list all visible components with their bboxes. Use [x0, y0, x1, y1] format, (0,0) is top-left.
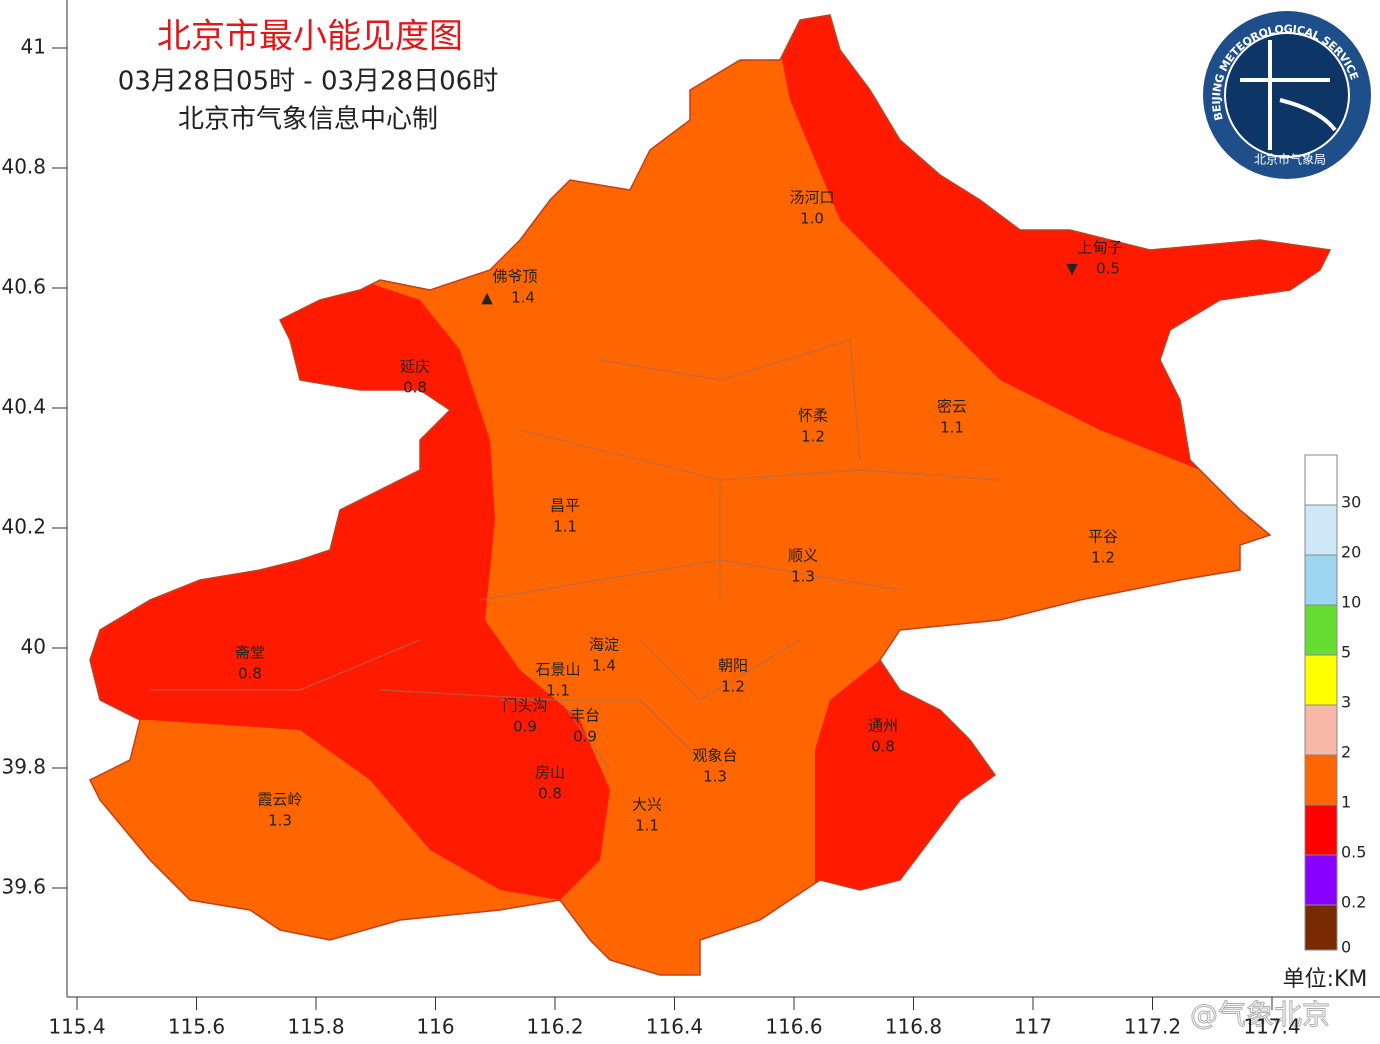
lat-tick-label: 40.8	[1, 155, 46, 179]
legend-label: 3	[1341, 693, 1351, 712]
region-orange	[90, 15, 1330, 975]
time-range: 03月28日05时 - 03月28日06时	[118, 67, 498, 97]
station-name: 丰台	[570, 707, 600, 725]
lon-tick-label: 116.4	[646, 1015, 703, 1039]
legend-label: 10	[1341, 593, 1361, 612]
legend-label: 0	[1341, 938, 1351, 957]
station-name: 顺义	[788, 547, 818, 565]
station-name: 朝阳	[718, 657, 748, 675]
station-value: 1.1	[635, 817, 659, 835]
station-name: 霞云岭	[257, 791, 302, 809]
lon-tick-label: 115.4	[48, 1015, 105, 1039]
station-name: 海淀	[589, 636, 619, 654]
watermark: @气象北京	[1190, 998, 1330, 1031]
station-value: 1.4	[592, 657, 616, 675]
lon-tick-label: 116.8	[885, 1015, 942, 1039]
legend-label: 0.5	[1341, 843, 1366, 862]
legend-swatch	[1304, 754, 1338, 806]
legend-label: 0.2	[1341, 893, 1366, 912]
station-name: 怀柔	[798, 407, 828, 425]
legend-swatch	[1304, 504, 1338, 556]
station-value: 1.1	[940, 419, 964, 437]
station-value: 1.3	[703, 768, 727, 786]
station-value: 0.9	[573, 728, 597, 746]
station-value: 1.3	[791, 568, 815, 586]
legend-label: 20	[1341, 543, 1361, 562]
legend-swatch	[1304, 904, 1338, 951]
station-name: 昌平	[550, 497, 580, 515]
station-value: 1.2	[1091, 549, 1115, 567]
station-value: 0.8	[538, 785, 562, 803]
station-name: 斋堂	[235, 644, 265, 662]
station-value: 0.8	[871, 738, 895, 756]
station-name: 平谷	[1088, 528, 1118, 546]
station-value: 1.3	[268, 812, 292, 830]
logo: BEIJING METEOROLOGICAL SERVICE 北京市气象局	[1203, 11, 1371, 179]
logo-bottom-text: 北京市气象局	[1254, 152, 1326, 167]
station-value: 0.5	[1096, 260, 1120, 278]
station-name: 通州	[868, 717, 898, 735]
lon-tick-label: 117	[1014, 1015, 1052, 1039]
legend-swatch	[1304, 854, 1338, 906]
lat-tick-label: 41	[21, 35, 46, 59]
legend: 30 20 10 5 3 2 1 0.5 0.2 0	[1304, 454, 1366, 957]
lat-tick-label: 40	[21, 635, 46, 659]
legend-label: 2	[1341, 743, 1351, 762]
district-borders	[150, 339, 1001, 771]
legend-swatch	[1304, 554, 1338, 606]
station-name: 佛爷顶	[492, 268, 537, 286]
lat-tick-label: 39.6	[1, 875, 46, 899]
station-name: 密云	[937, 398, 967, 416]
station-name: 大兴	[632, 796, 662, 814]
lon-tick-label: 115.6	[168, 1015, 225, 1039]
legend-swatch	[1304, 804, 1338, 856]
station-value: 1.4	[511, 289, 535, 307]
station-name: 门头沟	[502, 697, 547, 715]
map-regions	[89, 14, 1331, 976]
station-value: 1.1	[553, 518, 577, 536]
legend-swatch	[1304, 704, 1338, 756]
lon-tick-label: 117.2	[1124, 1015, 1181, 1039]
lon-tick-label: 116.6	[765, 1015, 822, 1039]
lon-tick-label: 116.2	[526, 1015, 583, 1039]
lon-tick-label: 115.8	[287, 1015, 344, 1039]
station-marker: ▲	[481, 289, 493, 307]
lat-tick-label: 40.6	[1, 275, 46, 299]
legend-label: 30	[1341, 493, 1361, 512]
station-name: 汤河口	[789, 189, 834, 207]
lon-tick-label: 116	[416, 1015, 454, 1039]
logo-inner	[1224, 32, 1350, 158]
station-value: 1.0	[800, 210, 824, 228]
station-value: 1.1	[546, 682, 570, 700]
station-value: 0.8	[403, 379, 427, 397]
legend-swatch	[1304, 654, 1338, 706]
station-value: 0.9	[513, 718, 537, 736]
lat-tick-label: 39.8	[1, 755, 46, 779]
legend-unit: 单位:KM	[1283, 967, 1368, 992]
lon-tick-label: 117.4	[1243, 1015, 1300, 1039]
station-marker: ▼	[1066, 260, 1078, 278]
station-name: 上甸子	[1077, 239, 1122, 257]
title: 北京市最小能见度图	[157, 17, 463, 57]
legend-swatch	[1304, 454, 1338, 506]
station-value: 1.2	[801, 428, 825, 446]
station-name: 延庆	[400, 358, 430, 376]
station-name: 观象台	[692, 747, 737, 765]
station-value: 1.2	[721, 678, 745, 696]
logo-symbol	[1240, 40, 1337, 150]
legend-label: 5	[1341, 643, 1351, 662]
station-name: 房山	[535, 764, 565, 782]
station-name: 石景山	[535, 661, 580, 679]
station-value: 0.8	[238, 665, 262, 683]
producer: 北京市气象信息中心制	[178, 105, 438, 135]
legend-label: 1	[1341, 793, 1351, 812]
lat-tick-label: 40.4	[1, 395, 46, 419]
legend-swatch	[1304, 604, 1338, 656]
lat-tick-label: 40.2	[1, 515, 46, 539]
